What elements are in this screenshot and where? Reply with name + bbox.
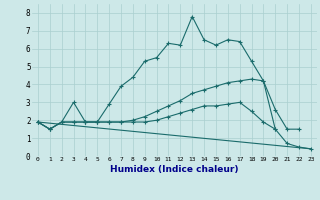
X-axis label: Humidex (Indice chaleur): Humidex (Indice chaleur): [110, 165, 239, 174]
